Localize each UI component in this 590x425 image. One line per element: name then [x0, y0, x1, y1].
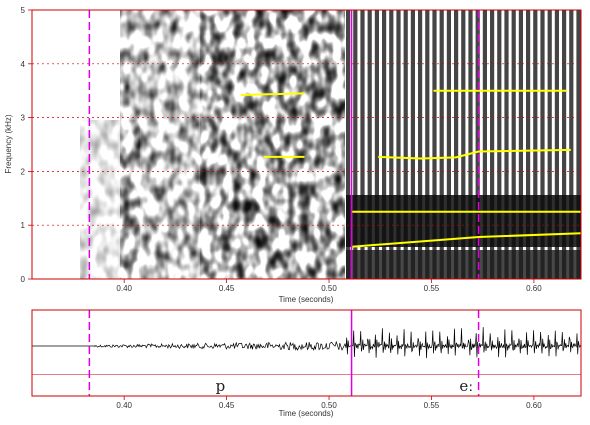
glottal-pulse-stripe: [461, 10, 466, 279]
glottal-pulse-stripe: [511, 10, 516, 279]
glottal-pulse-stripe: [454, 10, 459, 279]
glottal-pulse-stripe: [518, 10, 523, 279]
y-tick-label: 4: [21, 60, 26, 69]
y-tick-label: 5: [21, 6, 26, 15]
glottal-pulse-stripe: [490, 10, 495, 279]
glottal-pulse-stripe: [374, 10, 379, 279]
glottal-pulse-stripe: [389, 10, 394, 279]
glottal-pulse-stripe: [403, 10, 408, 279]
formant-track: [240, 92, 305, 96]
waveform-panel[interactable]: p eː 0.40 0.45 0.50 0.55 0.60 Time (seconds): [31, 309, 582, 418]
x-tick-label: 0.50: [321, 401, 337, 410]
segment-label: p: [216, 377, 226, 395]
x-tick-label: 0.50: [321, 284, 337, 293]
waveform-trace: [94, 327, 581, 359]
x-axis-label-waveform: Time (seconds): [279, 409, 334, 418]
x-tick-label: 0.45: [219, 284, 235, 293]
x-tick-label: 0.40: [116, 284, 132, 293]
waveform-frame: [31, 309, 582, 397]
glottal-pulse-stripe: [576, 10, 581, 279]
glottal-pulse-stripe: [439, 10, 444, 279]
glottal-pulse-stripe: [367, 10, 372, 279]
glottal-pulse-stripe: [410, 10, 415, 279]
x-axis-label-spectrogram: Time (seconds): [279, 295, 334, 304]
x-tick-label: 0.40: [116, 401, 132, 410]
cursor-markers: [88, 10, 480, 279]
glottal-pulse-stripe: [353, 10, 358, 279]
glottal-pulse-stripe: [497, 10, 502, 279]
segment-label: eː: [459, 377, 473, 395]
glottal-pulse-stripe: [504, 10, 509, 279]
glottal-pulse-stripe: [346, 10, 351, 279]
x-tick-label: 0.55: [424, 284, 440, 293]
y-tick-label: 1: [21, 221, 26, 230]
x-tick-label: 0.60: [526, 401, 542, 410]
segment-tier[interactable]: [32, 375, 581, 396]
formant-track: [378, 148, 571, 160]
x-tick-label: 0.45: [219, 401, 235, 410]
glottal-pulse-stripe: [569, 10, 574, 279]
formant-tracks: [240, 89, 582, 248]
y-axis-ticks: 0 1 2 3 4 5: [21, 6, 32, 284]
glottal-pulse-stripe: [468, 10, 473, 279]
glottal-pulse-stripe: [526, 10, 531, 279]
glottal-pulse-stripe: [475, 10, 480, 279]
y-axis-label: Frequency (kHz): [4, 114, 13, 173]
y-tick-label: 2: [21, 167, 26, 176]
glottal-pulse-stripe: [554, 10, 559, 279]
segment-labels: p eː: [216, 377, 474, 395]
spectrogram-gridlines: [32, 63, 581, 226]
glottal-pulse-stripe: [547, 10, 552, 279]
glottal-pulse-stripe: [425, 10, 430, 279]
glottal-pulse-stripe: [562, 10, 567, 279]
x-tick-label: 0.55: [424, 401, 440, 410]
glottal-pulse-stripe: [382, 10, 387, 279]
x-axis-ticks-waveform: 0.40 0.45 0.50 0.55 0.60: [116, 396, 542, 410]
spectrogram-frame: [31, 9, 582, 280]
spectrogram-image: [80, 10, 581, 279]
waveform-cursor-markers: [88, 310, 480, 396]
y-tick-label: 0: [21, 275, 26, 284]
glottal-pulse-stripe: [482, 10, 487, 279]
glottal-pulse-stripe: [533, 10, 538, 279]
glottal-pulse-stripe: [446, 10, 451, 279]
x-axis-ticks-spectrogram: 0.40 0.45 0.50 0.55 0.60: [116, 279, 542, 293]
formant-track: [351, 232, 582, 248]
glottal-pulse-stripe: [396, 10, 401, 279]
glottal-pulse-stripe: [540, 10, 545, 279]
x-tick-label: 0.60: [526, 284, 542, 293]
glottal-pulse-stripe: [418, 10, 423, 279]
glottal-pulse-stripe: [360, 10, 365, 279]
glottal-pulse-stripe: [432, 10, 437, 279]
y-tick-label: 3: [21, 114, 26, 123]
